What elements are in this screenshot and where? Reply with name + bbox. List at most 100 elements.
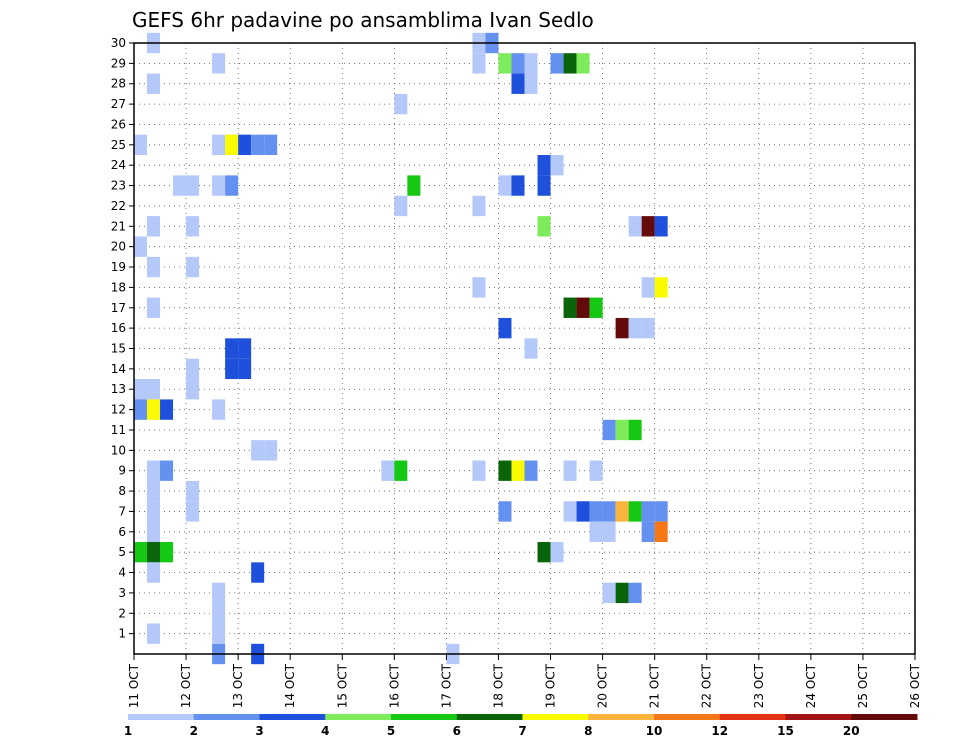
data-cell bbox=[602, 501, 616, 522]
x-tick-label: 20 OCT bbox=[596, 663, 610, 708]
data-cell bbox=[238, 134, 252, 156]
data-cell bbox=[589, 521, 603, 542]
data-cell bbox=[212, 603, 226, 624]
legend-label: 20 bbox=[843, 724, 860, 738]
data-cell bbox=[524, 460, 538, 481]
data-cell bbox=[147, 562, 161, 583]
data-cell bbox=[641, 501, 655, 522]
data-cell bbox=[264, 134, 278, 156]
data-cell bbox=[628, 419, 642, 441]
data-cell bbox=[407, 175, 421, 196]
legend-label: 12 bbox=[711, 724, 728, 738]
x-tick-label: 25 OCT bbox=[856, 663, 870, 708]
data-cell bbox=[550, 53, 564, 74]
data-cell bbox=[589, 460, 603, 481]
y-tick-label: 22 bbox=[111, 199, 126, 213]
data-cell bbox=[628, 501, 642, 522]
y-tick-label: 24 bbox=[111, 158, 126, 172]
data-cell bbox=[186, 501, 200, 522]
data-cell bbox=[225, 134, 239, 156]
x-tick-label: 17 OCT bbox=[439, 663, 453, 708]
data-cell bbox=[628, 317, 642, 339]
data-cell bbox=[186, 480, 200, 502]
y-tick-label: 21 bbox=[111, 219, 126, 233]
data-cell bbox=[186, 175, 200, 196]
legend-swatch bbox=[391, 714, 458, 720]
x-tick-label: 22 OCT bbox=[700, 663, 714, 708]
legend-swatch bbox=[193, 714, 260, 720]
y-tick-label: 16 bbox=[111, 321, 126, 335]
data-cell bbox=[563, 297, 577, 318]
data-cell bbox=[212, 623, 226, 644]
data-cell bbox=[602, 582, 616, 604]
color-legend: 1 2 3 4 5 6 7 8 10 12 15 20 bbox=[124, 714, 918, 738]
legend-swatch bbox=[851, 714, 918, 720]
data-cell bbox=[212, 399, 226, 420]
data-cell bbox=[147, 216, 161, 237]
chart-title: GEFS 6hr padavine po ansamblima Ivan Sed… bbox=[132, 8, 594, 32]
data-cell bbox=[628, 582, 642, 604]
data-cell bbox=[641, 216, 655, 237]
data-cell bbox=[628, 216, 642, 237]
x-tick-label: 13 OCT bbox=[231, 663, 245, 708]
data-cell bbox=[641, 521, 655, 542]
data-cell bbox=[498, 175, 512, 196]
legend-swatch bbox=[588, 714, 655, 720]
data-cell bbox=[524, 73, 538, 94]
data-cell bbox=[212, 175, 226, 196]
y-tick-label: 12 bbox=[111, 403, 126, 417]
y-tick-label: 10 bbox=[111, 443, 126, 457]
y-tick-label: 17 bbox=[111, 301, 126, 315]
data-cell bbox=[615, 317, 629, 339]
data-cell bbox=[134, 399, 148, 420]
data-cell bbox=[160, 460, 174, 481]
data-cell bbox=[524, 53, 538, 74]
data-cell bbox=[147, 379, 161, 400]
data-cell bbox=[134, 541, 148, 563]
data-cell bbox=[576, 53, 590, 74]
data-cell bbox=[498, 460, 512, 481]
data-cell bbox=[147, 460, 161, 481]
legend-label: 5 bbox=[387, 724, 395, 738]
y-tick-label: 11 bbox=[111, 423, 126, 437]
data-cell bbox=[550, 541, 564, 563]
data-cell bbox=[537, 155, 551, 176]
legend-swatch bbox=[128, 714, 195, 720]
legend-label: 2 bbox=[190, 724, 198, 738]
y-tick-label: 26 bbox=[111, 117, 126, 131]
y-tick-label: 6 bbox=[118, 525, 126, 539]
data-cell bbox=[654, 277, 668, 298]
data-cell bbox=[654, 501, 668, 522]
data-cell bbox=[576, 501, 590, 522]
data-cell bbox=[511, 175, 525, 196]
data-cell bbox=[225, 338, 239, 359]
data-cell bbox=[251, 440, 265, 461]
data-cell bbox=[576, 297, 590, 318]
y-tick-label: 25 bbox=[111, 138, 126, 152]
x-tick-label: 24 OCT bbox=[804, 663, 818, 708]
y-tick-label: 8 bbox=[118, 484, 126, 498]
data-cell bbox=[147, 623, 161, 644]
y-tick-label: 13 bbox=[111, 382, 126, 396]
data-cell bbox=[186, 379, 200, 400]
x-tick-label: 16 OCT bbox=[387, 663, 401, 708]
x-tick-label: 23 OCT bbox=[752, 663, 766, 708]
x-tick-label: 15 OCT bbox=[335, 663, 349, 708]
y-tick-label: 19 bbox=[111, 260, 126, 274]
legend-label: 8 bbox=[584, 724, 592, 738]
data-cell bbox=[511, 460, 525, 481]
data-cell bbox=[186, 256, 200, 278]
data-cell bbox=[537, 541, 551, 563]
data-cell bbox=[147, 399, 161, 420]
data-cell bbox=[147, 480, 161, 502]
y-tick-label: 15 bbox=[111, 342, 126, 356]
data-cell bbox=[381, 460, 395, 481]
data-cell bbox=[238, 338, 252, 359]
data-cell bbox=[147, 501, 161, 522]
data-cell bbox=[537, 175, 551, 196]
data-cell bbox=[472, 277, 486, 298]
data-cell bbox=[160, 399, 174, 420]
y-axis: 1234567891011121314151617181920212223242… bbox=[111, 36, 134, 641]
data-cell bbox=[212, 134, 226, 156]
data-cell bbox=[472, 53, 486, 74]
